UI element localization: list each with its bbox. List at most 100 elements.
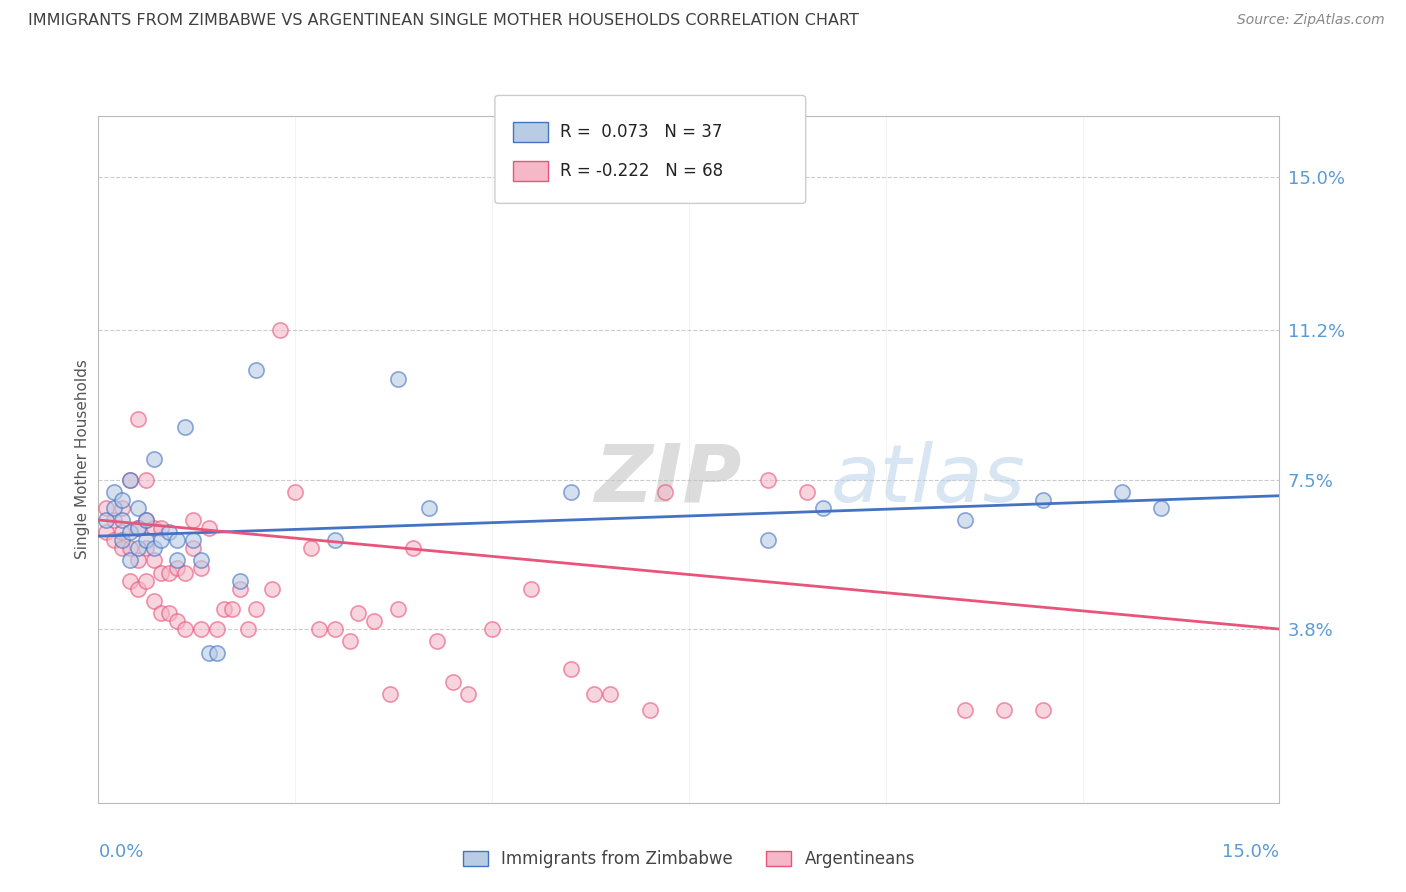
Point: [181, 533, 204, 548]
Point: [426, 634, 449, 648]
Point: [118, 553, 141, 567]
Text: Source: ZipAtlas.com: Source: ZipAtlas.com: [1237, 13, 1385, 28]
Point: [1032, 703, 1054, 717]
Point: [142, 452, 165, 467]
Point: [181, 541, 204, 556]
Point: [142, 521, 165, 535]
Point: [111, 533, 134, 548]
Point: [1150, 500, 1173, 515]
Point: [441, 674, 464, 689]
Point: [111, 492, 134, 507]
Point: [135, 541, 157, 556]
Point: [127, 500, 149, 515]
Point: [150, 533, 173, 548]
Point: [190, 561, 212, 575]
Point: [166, 614, 188, 628]
Point: [166, 561, 188, 575]
Point: [150, 566, 173, 580]
Text: 15.0%: 15.0%: [1222, 843, 1279, 861]
Point: [323, 533, 346, 548]
Point: [197, 646, 219, 660]
Point: [174, 420, 197, 434]
Point: [308, 622, 330, 636]
Point: [378, 687, 401, 701]
Point: [103, 513, 125, 527]
Point: [756, 533, 779, 548]
Point: [1032, 492, 1054, 507]
Point: [599, 687, 621, 701]
Point: [118, 525, 141, 540]
Point: [363, 614, 385, 628]
Point: [299, 541, 322, 556]
Point: [1111, 484, 1133, 499]
Point: [135, 473, 157, 487]
Point: [214, 602, 236, 616]
Point: [197, 521, 219, 535]
Point: [181, 513, 204, 527]
Point: [142, 541, 165, 556]
Point: [135, 533, 157, 548]
Text: 0.0%: 0.0%: [98, 843, 143, 861]
Point: [166, 553, 188, 567]
Point: [150, 606, 173, 620]
Point: [127, 521, 149, 535]
Point: [811, 500, 834, 515]
Point: [103, 484, 125, 499]
Point: [205, 646, 228, 660]
Point: [174, 566, 197, 580]
Point: [457, 687, 479, 701]
Point: [387, 602, 409, 616]
Point: [157, 606, 180, 620]
Point: [953, 513, 976, 527]
Point: [127, 412, 149, 426]
Point: [111, 541, 134, 556]
Point: [323, 622, 346, 636]
Point: [205, 622, 228, 636]
Point: [135, 513, 157, 527]
Point: [157, 525, 180, 540]
Point: [560, 484, 582, 499]
Point: [190, 553, 212, 567]
Point: [260, 582, 283, 596]
Point: [481, 622, 503, 636]
Point: [118, 574, 141, 588]
Point: [953, 703, 976, 717]
Text: ZIP: ZIP: [595, 441, 742, 519]
Point: [118, 473, 141, 487]
Point: [638, 703, 661, 717]
Point: [190, 622, 212, 636]
Point: [756, 473, 779, 487]
Point: [347, 606, 370, 620]
Point: [135, 513, 157, 527]
Point: [229, 574, 252, 588]
Point: [142, 553, 165, 567]
Point: [339, 634, 361, 648]
Point: [111, 500, 134, 515]
Point: [221, 602, 243, 616]
Point: [418, 500, 440, 515]
Point: [387, 371, 409, 385]
Point: [654, 484, 676, 499]
Point: [135, 574, 157, 588]
Point: [166, 533, 188, 548]
Point: [157, 566, 180, 580]
Point: [118, 541, 141, 556]
Point: [993, 703, 1015, 717]
Point: [96, 525, 118, 540]
Text: atlas: atlas: [831, 441, 1025, 519]
Point: [103, 500, 125, 515]
Point: [111, 513, 134, 527]
Point: [520, 582, 543, 596]
Point: [796, 484, 818, 499]
Point: [269, 323, 291, 337]
Point: [96, 513, 118, 527]
Y-axis label: Single Mother Households: Single Mother Households: [75, 359, 90, 559]
Point: [103, 533, 125, 548]
Text: R = -0.222   N = 68: R = -0.222 N = 68: [560, 162, 723, 180]
Point: [96, 500, 118, 515]
Point: [127, 541, 149, 556]
Point: [127, 553, 149, 567]
Point: [150, 521, 173, 535]
Point: [284, 484, 307, 499]
Text: IMMIGRANTS FROM ZIMBABWE VS ARGENTINEAN SINGLE MOTHER HOUSEHOLDS CORRELATION CHA: IMMIGRANTS FROM ZIMBABWE VS ARGENTINEAN …: [28, 13, 859, 29]
